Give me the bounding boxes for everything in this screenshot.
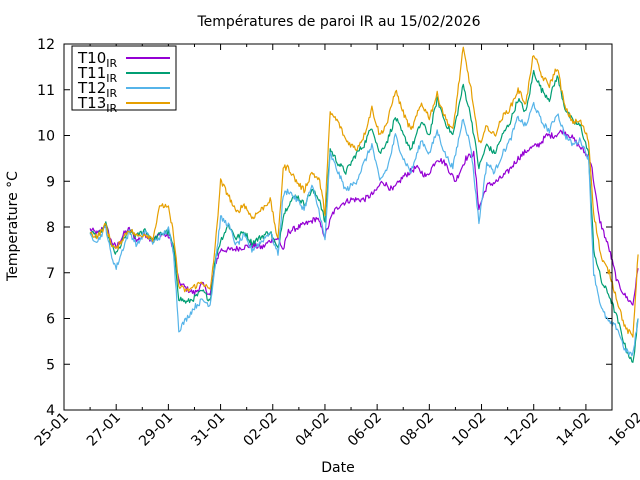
y-tick-label: 12: [37, 37, 55, 53]
x-tick-label: 16-02: [606, 410, 640, 450]
x-tick-label: 10-02: [449, 410, 489, 450]
series-line-t10: [89, 128, 639, 306]
legend-label-t11: T11IR: [77, 64, 117, 85]
legend-label-t13: T13IR: [77, 94, 117, 115]
x-tick-label: 31-01: [188, 410, 228, 450]
series-line-t13: [89, 46, 639, 338]
y-tick-label: 7: [46, 266, 55, 282]
chart-title: Températures de paroi IR au 15/02/2026: [196, 14, 480, 30]
x-tick-label: 29-01: [136, 410, 176, 450]
y-tick-label: 5: [46, 357, 55, 373]
x-tick-label: 14-02: [554, 410, 594, 450]
y-tick-label: 11: [37, 83, 55, 99]
y-axis-label: Temperature °C: [5, 171, 21, 282]
y-tick-label: 10: [37, 129, 55, 145]
series-line-t12: [89, 101, 639, 357]
legend-label-t10: T10IR: [77, 49, 117, 70]
legend-label-t12: T12IR: [77, 79, 117, 100]
x-tick-label: 02-02: [241, 410, 281, 450]
series-group: [89, 46, 639, 363]
series-line-t11: [89, 69, 639, 363]
x-axis-label: Date: [321, 460, 354, 476]
x-tick-label: 04-02: [293, 410, 333, 450]
x-tick-label: 08-02: [397, 410, 437, 450]
legend-box: [71, 45, 177, 111]
x-tick-label: 06-02: [345, 410, 385, 450]
y-tick-label: 4: [46, 403, 55, 419]
y-tick-label: 6: [46, 312, 55, 328]
x-tick-label: 12-02: [501, 410, 541, 450]
y-tick-label: 8: [46, 220, 55, 236]
plot-frame: [63, 43, 613, 411]
y-tick-label: 9: [46, 174, 55, 190]
x-tick-label: 27-01: [84, 410, 124, 450]
